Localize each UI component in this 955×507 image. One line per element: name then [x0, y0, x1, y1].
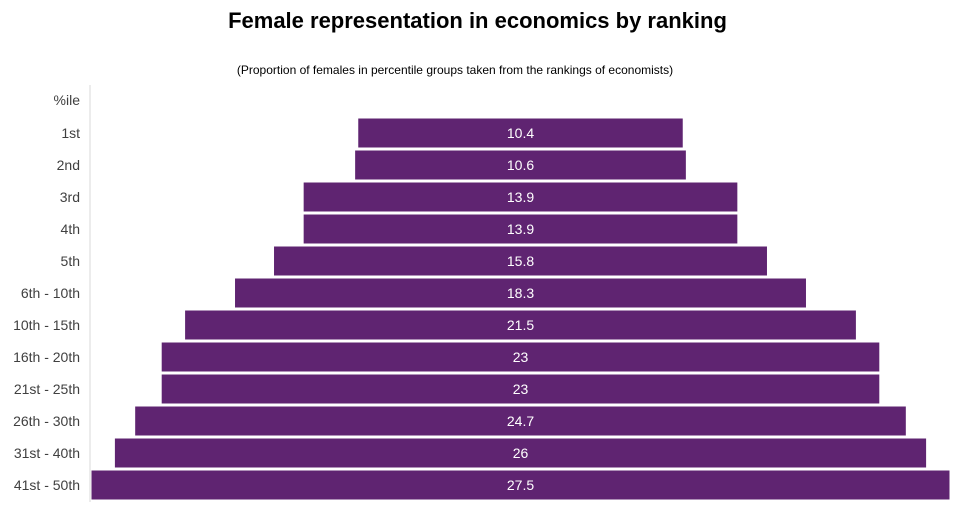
bar-6: [185, 310, 856, 340]
data-label-7: 23: [513, 349, 529, 365]
data-label-9: 24.7: [507, 413, 534, 429]
data-label-1: 10.6: [507, 157, 534, 173]
category-label-1: 2nd: [57, 157, 80, 173]
category-label-3: 4th: [61, 221, 80, 237]
bar-2: [303, 182, 738, 212]
data-label-6: 21.5: [507, 317, 534, 333]
bar-4: [274, 246, 767, 276]
category-label-11: 41st - 50th: [14, 477, 80, 493]
data-label-8: 23: [513, 381, 529, 397]
bar-3: [303, 214, 738, 244]
y-axis-header: %ile: [54, 92, 81, 108]
bar-9: [135, 406, 906, 436]
category-label-10: 31st - 40th: [14, 445, 80, 461]
bar-8: [161, 374, 880, 404]
bars-group: 10.4 1st 10.6 2nd 13.9 3rd 13.9 4th 15.8 5th 18.3 6…: [13, 118, 950, 500]
category-label-2: 3rd: [60, 189, 80, 205]
bar-1: [355, 150, 686, 180]
bar-10: [114, 438, 927, 468]
data-label-5: 18.3: [507, 285, 534, 301]
category-label-5: 6th - 10th: [21, 285, 80, 301]
category-label-6: 10th - 15th: [13, 317, 80, 333]
category-label-0: 1st: [61, 125, 80, 141]
bar-5: [235, 278, 806, 308]
bar-7: [161, 342, 880, 372]
category-label-9: 26th - 30th: [13, 413, 80, 429]
data-label-4: 15.8: [507, 253, 534, 269]
chart-title: Female representation in economics by ra…: [228, 8, 727, 33]
data-label-10: 26: [513, 445, 529, 461]
category-label-8: 21st - 25th: [14, 381, 80, 397]
data-label-11: 27.5: [507, 477, 534, 493]
category-label-7: 16th - 20th: [13, 349, 80, 365]
data-label-3: 13.9: [507, 221, 534, 237]
data-label-0: 10.4: [507, 125, 534, 141]
bar-0: [358, 118, 683, 148]
bar-11: [91, 470, 950, 500]
data-label-2: 13.9: [507, 189, 534, 205]
chart-subtitle: (Proportion of females in percentile gro…: [236, 63, 674, 77]
category-label-4: 5th: [61, 253, 80, 269]
